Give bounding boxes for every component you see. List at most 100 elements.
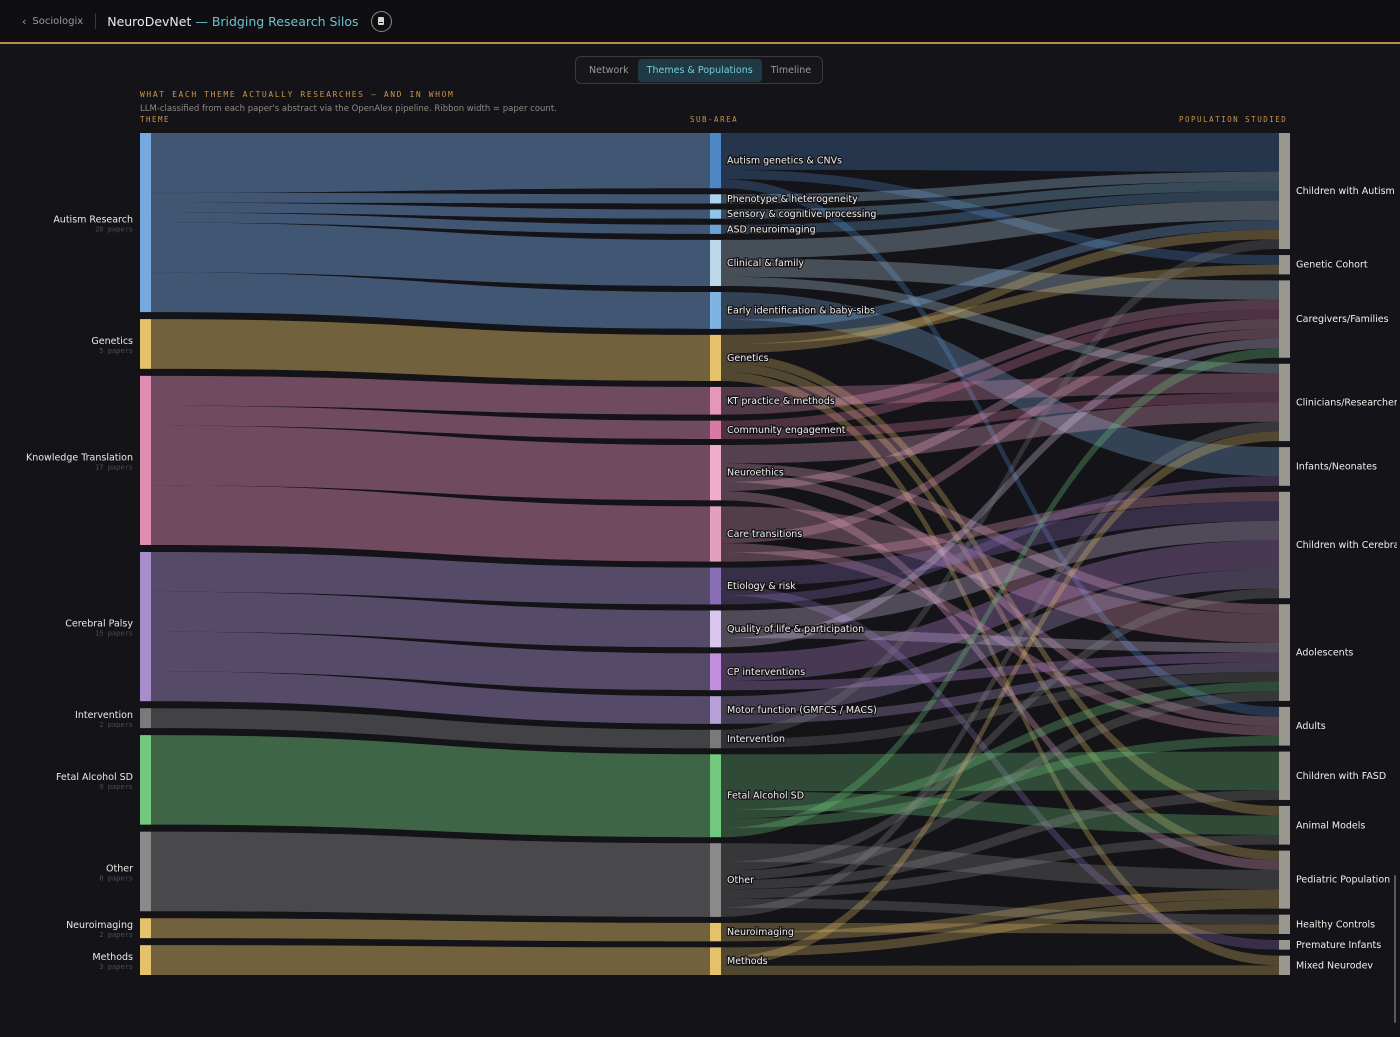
link-cp-interventions-to-children-with-cerebral-palsy <box>721 540 1279 681</box>
link-fetal-alcohol-sd-to-animal-models <box>721 791 1279 835</box>
app-subtitle: Bridging Research Silos <box>211 13 359 29</box>
link-neuroimaging-to-neuroimaging <box>151 918 710 942</box>
column-header-population: POPULATION STUDIED <box>1179 115 1288 124</box>
link-other-to-pediatric-population <box>721 843 1279 890</box>
link-quality-of-life-participation-to-children-with-cerebral-palsy <box>721 520 1279 629</box>
page-title: NeuroDevNet — Bridging Research Silos <box>107 14 358 29</box>
link-methods-to-methods <box>151 945 710 975</box>
theme-count-label: 15 papers <box>95 630 133 638</box>
population-label: Caregivers/Families <box>1296 314 1389 325</box>
column-header-theme: THEME <box>140 115 171 124</box>
population-node-healthy-controls <box>1279 914 1290 934</box>
theme-count-label: 2 papers <box>99 721 133 729</box>
subarea-node-autism-genetics-cnvs <box>710 133 721 189</box>
subarea-label: Phenotype & heterogeneity <box>727 194 858 205</box>
population-node-children-with-cerebral-palsy <box>1279 491 1290 599</box>
top-bar: ‹ Sociologix NeuroDevNet — Bridging Rese… <box>0 0 1400 44</box>
theme-count-label: 3 papers <box>99 963 133 971</box>
link-fetal-alcohol-sd-to-caregivers-families <box>721 348 1279 838</box>
population-node-children-with-autism-spectrum-disorder <box>1279 133 1290 250</box>
link-care-transitions-to-adults <box>721 543 1279 736</box>
link-cp-interventions-to-adolescents <box>721 652 1279 691</box>
link-motor-function-gmfcs-macs-to-adolescents <box>721 662 1279 724</box>
tab-network[interactable]: Network <box>589 64 629 76</box>
link-neuroimaging-to-pediatric-population <box>721 889 1279 942</box>
link-care-transitions-to-caregivers-families <box>721 328 1279 544</box>
link-fetal-alcohol-sd-to-adolescents <box>721 681 1279 819</box>
subarea-node-etiology-risk <box>710 567 721 605</box>
theme-count-label: 8 papers <box>99 874 133 882</box>
link-early-identification-baby-sibs-to-children-with-autism-spectrum-disorder <box>721 220 1279 329</box>
link-knowledge-translation-to-community-engagement <box>151 405 710 440</box>
subarea-node-genetics <box>710 334 721 381</box>
tab-timeline[interactable]: Timeline <box>770 64 812 76</box>
link-neuroethics-to-caregivers-families <box>721 319 1279 492</box>
subarea-node-motor-function-gmfcs-macs <box>710 696 721 724</box>
links-subarea-population <box>721 133 1279 975</box>
subarea-label: CP interventions <box>727 667 805 678</box>
population-node-pediatric-population <box>1279 850 1290 909</box>
scrollbar[interactable] <box>1394 875 1396 1023</box>
tab-themes-populations[interactable]: Themes & Populations <box>637 58 762 82</box>
link-clinical-family-to-caregivers-families <box>721 258 1279 300</box>
population-label: Adults <box>1296 721 1326 732</box>
population-node-clinicians-researchers <box>1279 363 1290 442</box>
theme-label: Cerebral Palsy <box>65 619 133 630</box>
book-button[interactable] <box>370 10 392 32</box>
population-node-genetic-cohort <box>1279 255 1290 275</box>
theme-count-label: 2 papers <box>99 931 133 939</box>
link-etiology-risk-to-premature-infants <box>721 586 1279 950</box>
subarea-node-quality-of-life-participation <box>710 610 721 648</box>
subarea-label: Sensory & cognitive processing <box>727 209 876 220</box>
population-node-animal-models <box>1279 805 1290 845</box>
link-genetics-to-mixed-neurodev <box>721 371 1279 966</box>
population-label: Pediatric Population <box>1296 875 1390 886</box>
subarea-node-intervention <box>710 729 721 749</box>
subarea-node-kt-practice-methods <box>710 386 721 415</box>
theme-label: Other <box>106 863 133 874</box>
link-autism-genetics-cnvs-to-adults <box>721 179 1279 717</box>
link-neuroethics-to-adolescents <box>721 463 1279 614</box>
link-other-to-other <box>151 831 710 917</box>
link-cerebral-palsy-to-etiology-risk <box>151 551 710 605</box>
subarea-label: ASD neuroimaging <box>727 224 816 235</box>
link-autism-research-to-asd-neuroimaging <box>151 212 710 234</box>
subarea-label: Other <box>727 875 754 886</box>
chevron-left-icon: ‹ <box>22 14 27 28</box>
header-divider <box>95 13 97 29</box>
link-autism-research-to-phenotype-heterogeneity <box>151 192 710 204</box>
link-phenotype-heterogeneity-to-children-with-autism-spectrum-disorder <box>721 171 1279 204</box>
link-other-to-healthy-controls <box>721 898 1279 925</box>
subarea-label: Etiology & risk <box>727 581 796 592</box>
link-neuroethics-to-pediatric-population <box>721 491 1279 870</box>
subarea-label: Genetics <box>727 353 769 364</box>
subarea-label: Neuroethics <box>727 468 784 479</box>
link-fetal-alcohol-sd-to-adults <box>721 735 1279 828</box>
link-methods-to-pediatric-population <box>721 898 1279 957</box>
link-knowledge-translation-to-care-transitions <box>151 485 710 562</box>
subarea-node-cp-interventions <box>710 653 721 691</box>
theme-node-cerebral-palsy <box>140 551 151 702</box>
subarea-label: Autism genetics & CNVs <box>727 156 842 167</box>
population-label: Healthy Controls <box>1296 919 1375 930</box>
link-quality-of-life-participation-to-adolescents <box>721 628 1279 653</box>
link-autism-genetics-cnvs-to-children-with-autism-spectrum-disorder <box>721 133 1279 172</box>
theme-node-genetics <box>140 319 151 369</box>
subarea-label: Fetal Alcohol SD <box>727 791 804 802</box>
population-label: Children with FASD <box>1296 771 1386 782</box>
population-node-mixed-neurodev <box>1279 955 1290 975</box>
population-label: Adolescents <box>1296 648 1353 659</box>
link-clinical-family-to-children-with-autism-spectrum-disorder <box>721 200 1279 259</box>
back-link[interactable]: ‹ Sociologix <box>22 15 83 28</box>
links-theme-subarea <box>151 133 710 975</box>
link-asd-neuroimaging-to-children-with-autism-spectrum-disorder <box>721 191 1279 234</box>
title-separator: — <box>191 13 212 29</box>
population-label: Mixed Neurodev <box>1296 960 1373 971</box>
link-fetal-alcohol-sd-to-children-with-fasd <box>721 751 1279 792</box>
link-quality-of-life-participation-to-caregivers-families <box>721 338 1279 648</box>
link-autism-genetics-cnvs-to-genetic-cohort <box>721 169 1279 265</box>
link-sensory-cognitive-processing-to-children-with-autism-spectrum-disorder <box>721 181 1279 219</box>
theme-node-knowledge-translation <box>140 375 151 545</box>
theme-label: Autism Research <box>53 215 133 226</box>
link-autism-research-to-autism-genetics-cnvs <box>151 133 710 193</box>
